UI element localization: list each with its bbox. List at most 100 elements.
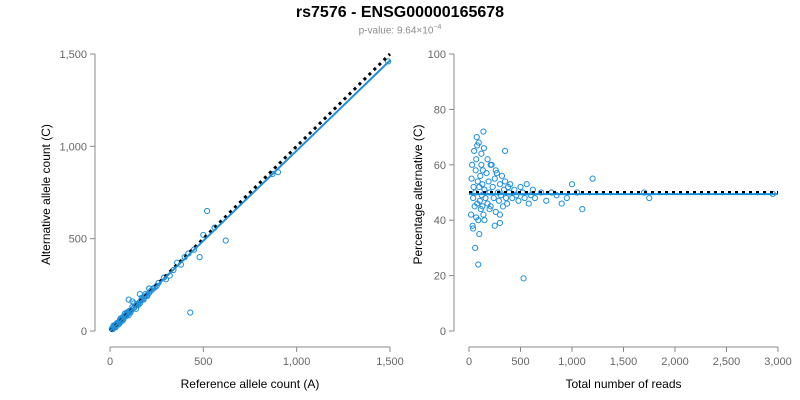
data-point xyxy=(509,194,516,202)
data-point xyxy=(146,285,153,292)
y-tick-label: 20 xyxy=(434,271,446,283)
data-point xyxy=(478,150,485,157)
data-point xyxy=(504,200,511,207)
data-point xyxy=(187,309,194,316)
data-point xyxy=(480,145,488,152)
right-chart: 0 500 1,000 1,500 2,000 2,500 3,000 0 20 40 60 80 10… xyxy=(411,49,792,391)
y-tick-label: 0 xyxy=(440,326,446,338)
y-axis-title: Alternative allele count (C) xyxy=(39,124,53,265)
x-tick-label: 1,500 xyxy=(376,356,404,368)
data-point xyxy=(511,186,518,193)
data-point xyxy=(491,222,498,229)
data-point xyxy=(480,128,487,135)
data-point xyxy=(474,142,481,149)
data-point xyxy=(480,211,487,218)
y-axis-title: Percentage alternative (C) xyxy=(411,124,425,264)
data-point xyxy=(501,178,509,185)
data-point xyxy=(467,211,475,218)
data-point xyxy=(523,181,530,188)
data-point xyxy=(487,203,494,210)
data-point xyxy=(487,161,494,168)
data-point xyxy=(483,170,490,177)
x-axis-title: Total number of reads xyxy=(565,377,681,391)
data-point xyxy=(203,207,211,215)
data-point xyxy=(473,214,480,221)
data-point xyxy=(472,244,479,251)
left-chart: 0 500 1,000 1,500 0 500 1,000 1,500 Reference al… xyxy=(39,49,404,391)
data-point xyxy=(471,147,478,155)
data-point xyxy=(196,254,203,261)
data-point xyxy=(543,197,550,204)
y-tick-label: 100 xyxy=(428,49,446,61)
data-point xyxy=(501,147,509,155)
x-tick-label: 3,000 xyxy=(764,356,792,368)
x-tick-label: 2,500 xyxy=(713,356,741,368)
data-point xyxy=(136,290,143,298)
data-point xyxy=(497,192,505,199)
data-point xyxy=(492,167,499,174)
page-title: rs7576 - ENSG00000165678 xyxy=(295,4,505,21)
y-tick-label: 500 xyxy=(69,234,87,246)
data-point xyxy=(646,194,653,202)
data-point xyxy=(489,183,496,191)
data-point xyxy=(496,211,503,218)
data-point xyxy=(589,175,596,182)
data-point xyxy=(531,194,539,202)
data-point xyxy=(190,246,198,253)
data-point xyxy=(473,134,480,141)
y-tick-label: 1,500 xyxy=(59,49,87,61)
data-point xyxy=(470,183,477,191)
data-point xyxy=(499,203,507,210)
data-point xyxy=(472,167,479,174)
fit-line xyxy=(109,59,391,332)
data-point xyxy=(490,194,497,202)
data-point xyxy=(491,175,498,182)
data-point xyxy=(468,175,475,182)
data-point xyxy=(131,300,138,307)
data-point xyxy=(517,183,524,191)
data-point xyxy=(117,316,124,324)
data-point xyxy=(474,178,481,185)
y-tick-label: 40 xyxy=(434,215,446,227)
data-point xyxy=(222,237,229,244)
data-point xyxy=(486,206,493,213)
x-tick-label: 1,000 xyxy=(558,356,586,368)
data-point xyxy=(469,222,476,229)
data-point xyxy=(476,230,483,238)
x-tick-label: 1,000 xyxy=(283,356,311,368)
x-tick-label: 500 xyxy=(511,356,529,368)
data-point xyxy=(484,156,491,163)
p-value-subtitle: p-value: 9.64×10−4 xyxy=(0,24,800,36)
data-point xyxy=(473,156,480,163)
data-point xyxy=(527,192,534,199)
data-point xyxy=(479,203,486,210)
x-tick-label: 500 xyxy=(194,356,212,368)
data-point xyxy=(485,178,492,185)
data-point xyxy=(129,298,136,305)
data-point xyxy=(493,170,500,177)
data-point xyxy=(520,275,527,282)
data-point xyxy=(477,172,484,179)
data-point xyxy=(492,208,499,215)
data-point xyxy=(479,181,486,188)
data-point xyxy=(502,194,510,202)
y-tick-label: 60 xyxy=(434,160,446,172)
data-point xyxy=(475,261,482,268)
data-point xyxy=(470,225,477,232)
data-point xyxy=(125,296,132,303)
data-point xyxy=(385,58,392,65)
data-point xyxy=(481,217,488,224)
p-value-text: p-value: 9.64×10 xyxy=(358,25,434,37)
data-point xyxy=(525,200,532,207)
x-tick-label: 2,000 xyxy=(661,356,689,368)
data-point xyxy=(269,170,276,178)
data-point xyxy=(496,219,503,227)
data-point xyxy=(478,161,485,168)
y-tick-label: 80 xyxy=(434,104,446,116)
data-point xyxy=(568,181,576,188)
data-point xyxy=(558,200,565,207)
data-point xyxy=(521,194,528,202)
data-point xyxy=(482,194,489,202)
